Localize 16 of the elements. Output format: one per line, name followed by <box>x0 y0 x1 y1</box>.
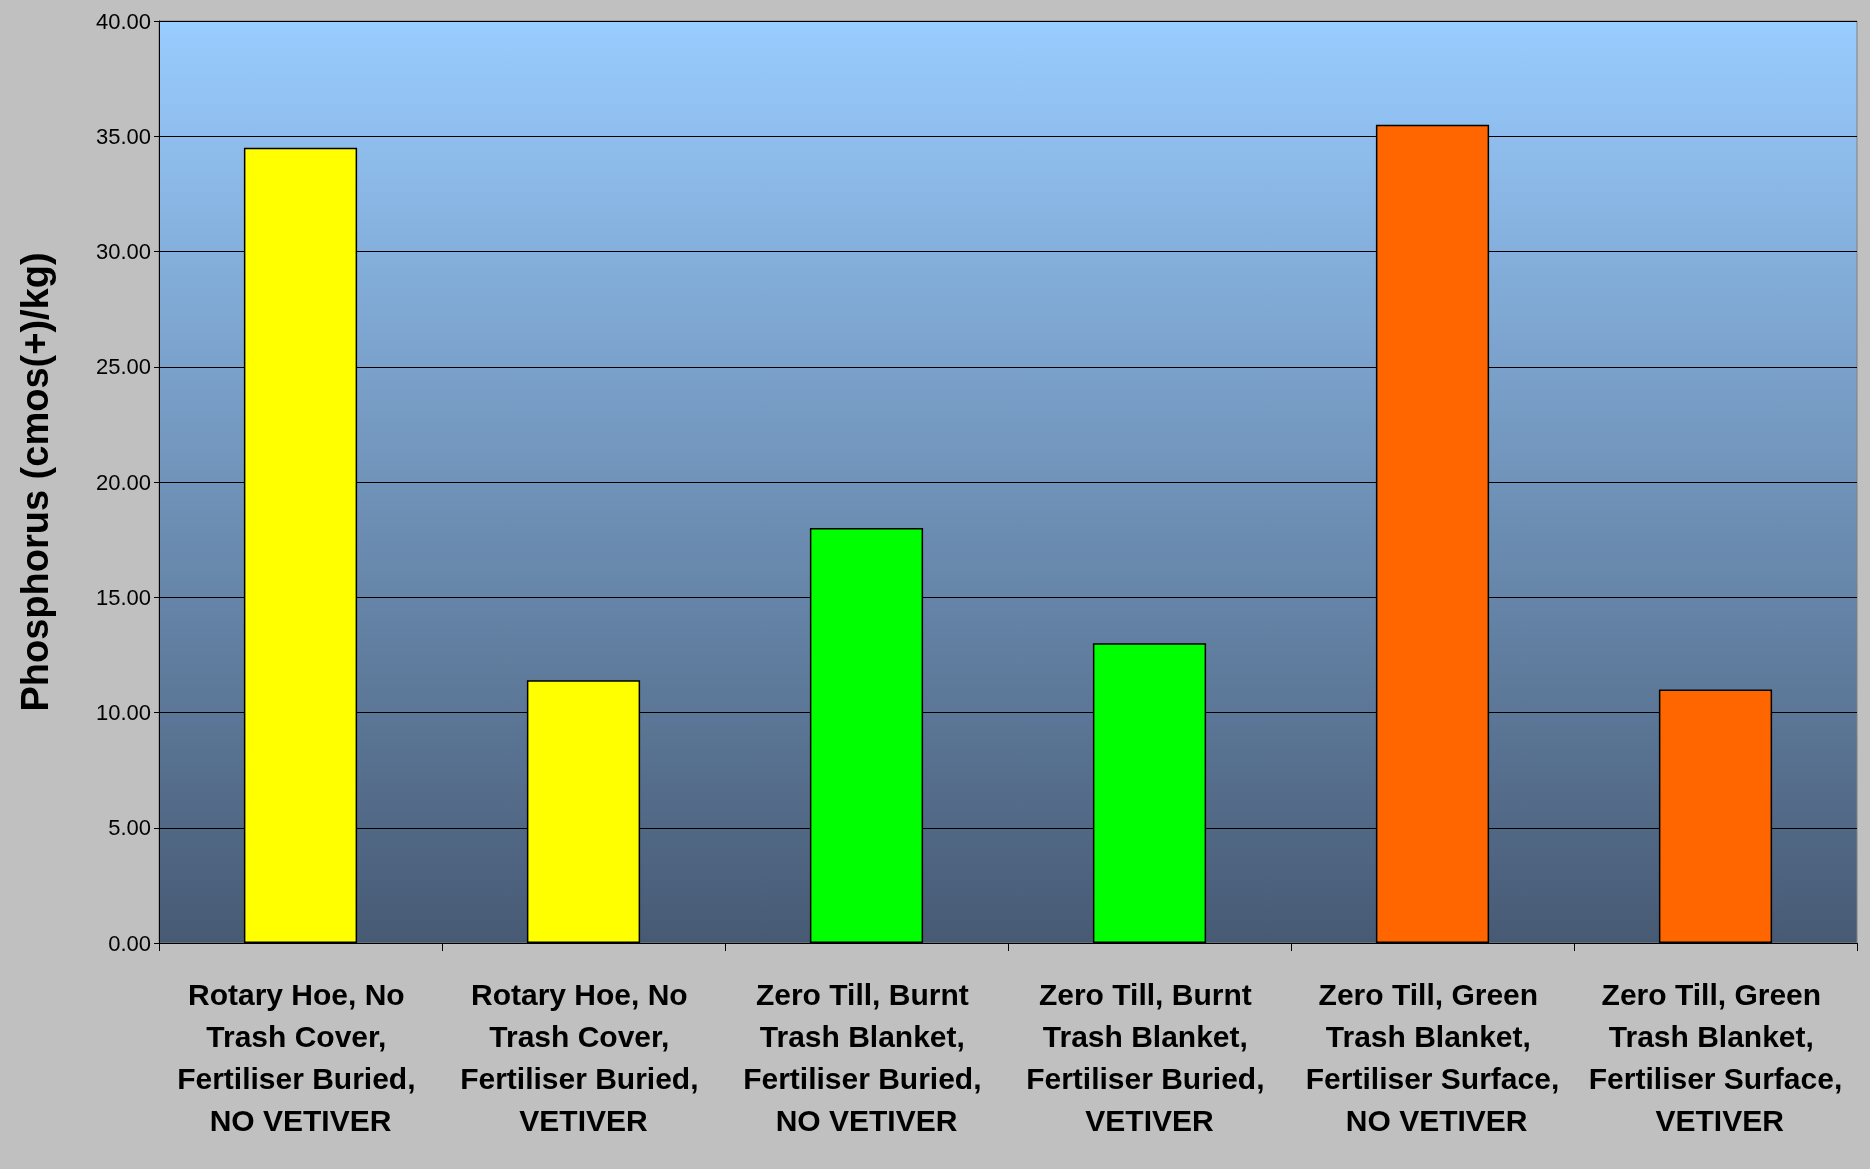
y-tick-label: 25.00 <box>95 354 151 380</box>
y-tick-label: 40.00 <box>95 8 151 34</box>
y-tick-label: 10.00 <box>95 700 151 725</box>
x-tick-label: Zero Till, Green Trash Blanket, Fertiliser Surface, VETIVER <box>1588 977 1843 1137</box>
x-tick-label: Zero Till, Green Trash Blanket, Fertiliser Surface, NO VETIVER <box>1305 977 1560 1137</box>
y-axis-title: Phosphorus (cmos(+)/kg) <box>14 252 56 712</box>
y-tick-label: 15.00 <box>95 584 151 610</box>
y-tick-label: 30.00 <box>95 239 151 264</box>
x-tick-label: Rotary Hoe, No Trash Cover, Fertiliser Buried, NO VETIVER <box>177 977 424 1137</box>
y-tick-label: 5.00 <box>108 815 151 841</box>
y-tick-label: 20.00 <box>95 469 151 495</box>
y-tick-label: 35.00 <box>95 123 151 149</box>
x-tick-label: Zero Till, Burnt Trash Blanket, Fertiliser Buried, NO VETIVER <box>743 977 990 1137</box>
x-tick-label: Zero Till, Burnt Trash Blanket, Fertiliser Buried, VETIVER <box>1026 977 1273 1137</box>
y-tick-label: 0.00 <box>108 930 151 956</box>
x-tick-label: Rotary Hoe, No Trash Cover, Fertiliser Buried, VETIVER <box>460 977 707 1137</box>
